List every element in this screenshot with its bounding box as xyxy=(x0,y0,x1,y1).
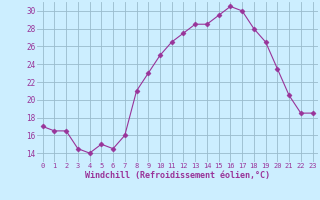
X-axis label: Windchill (Refroidissement éolien,°C): Windchill (Refroidissement éolien,°C) xyxy=(85,171,270,180)
